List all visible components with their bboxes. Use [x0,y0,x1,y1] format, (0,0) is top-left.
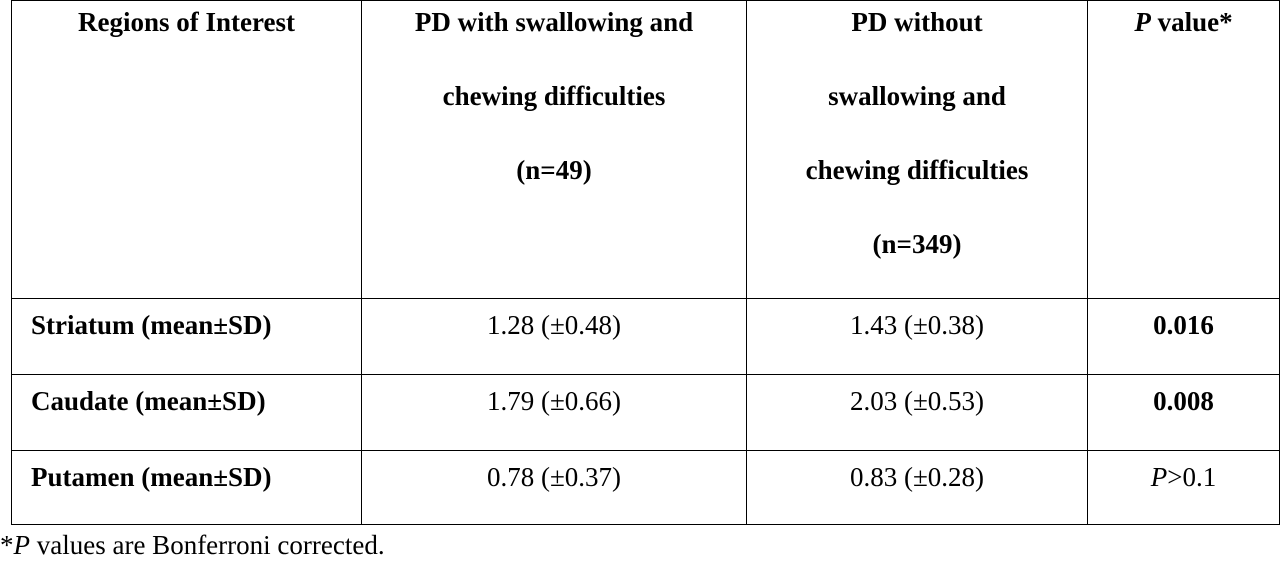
row-with-value: 1.79 (±0.66) [361,374,747,451]
row-p-value: P>0.1 [1087,450,1280,525]
results-table: Regions of Interest PD with swallowing a… [11,0,1280,525]
header-row: Regions of Interest PD with swallowing a… [11,0,1280,299]
table-row: Putamen (mean±SD) 0.78 (±0.37) 0.83 (±0.… [11,450,1280,525]
header-regions: Regions of Interest [11,0,362,299]
row-p-rest: >0.1 [1167,462,1217,492]
row-p-value: 0.008 [1087,374,1280,451]
header-regions-line: Regions of Interest [78,7,295,37]
row-region-label: Striatum (mean±SD) [11,298,362,375]
header-without-line-3: chewing difficulties [805,155,1029,185]
row-without-value: 1.43 (±0.38) [746,298,1088,375]
table-row: Caudate (mean±SD) 1.79 (±0.66) 2.03 (±0.… [11,374,1280,451]
footnote-star: * [0,530,14,560]
footnote-text: values are Bonferroni corrected. [30,530,385,560]
footnote: *P values are Bonferroni corrected. [0,529,385,561]
row-p-italic: P [1150,462,1168,492]
table-row: Striatum (mean±SD) 1.28 (±0.48) 1.43 (±0… [11,298,1280,375]
row-region-label: Caudate (mean±SD) [11,374,362,451]
header-p-value: P value* [1087,0,1280,299]
header-with-line-1: PD with swallowing and [414,7,694,37]
footnote-italic: P [13,530,31,560]
row-p-value: 0.016 [1087,298,1280,375]
header-without-line-1: PD without [851,7,983,37]
header-without-line-4: (n=349) [872,229,962,259]
header-with-line-3: (n=49) [516,155,592,185]
row-without-value: 2.03 (±0.53) [746,374,1088,451]
row-region-label: Putamen (mean±SD) [11,450,362,525]
results-table-container: Regions of Interest PD with swallowing a… [11,0,1280,525]
row-with-value: 0.78 (±0.37) [361,450,747,525]
header-without-line-2: swallowing and [828,81,1006,111]
row-without-value: 0.83 (±0.28) [746,450,1088,525]
header-without-difficulties: PD without swallowing and chewing diffic… [746,0,1088,299]
row-with-value: 1.28 (±0.48) [361,298,747,375]
header-p-suffix: value* [1150,7,1233,37]
header-p-italic: P [1134,7,1151,37]
header-with-line-2: chewing difficulties [442,81,666,111]
header-with-difficulties: PD with swallowing and chewing difficult… [361,0,747,299]
header-p-value-text: P value* [1094,0,1273,59]
